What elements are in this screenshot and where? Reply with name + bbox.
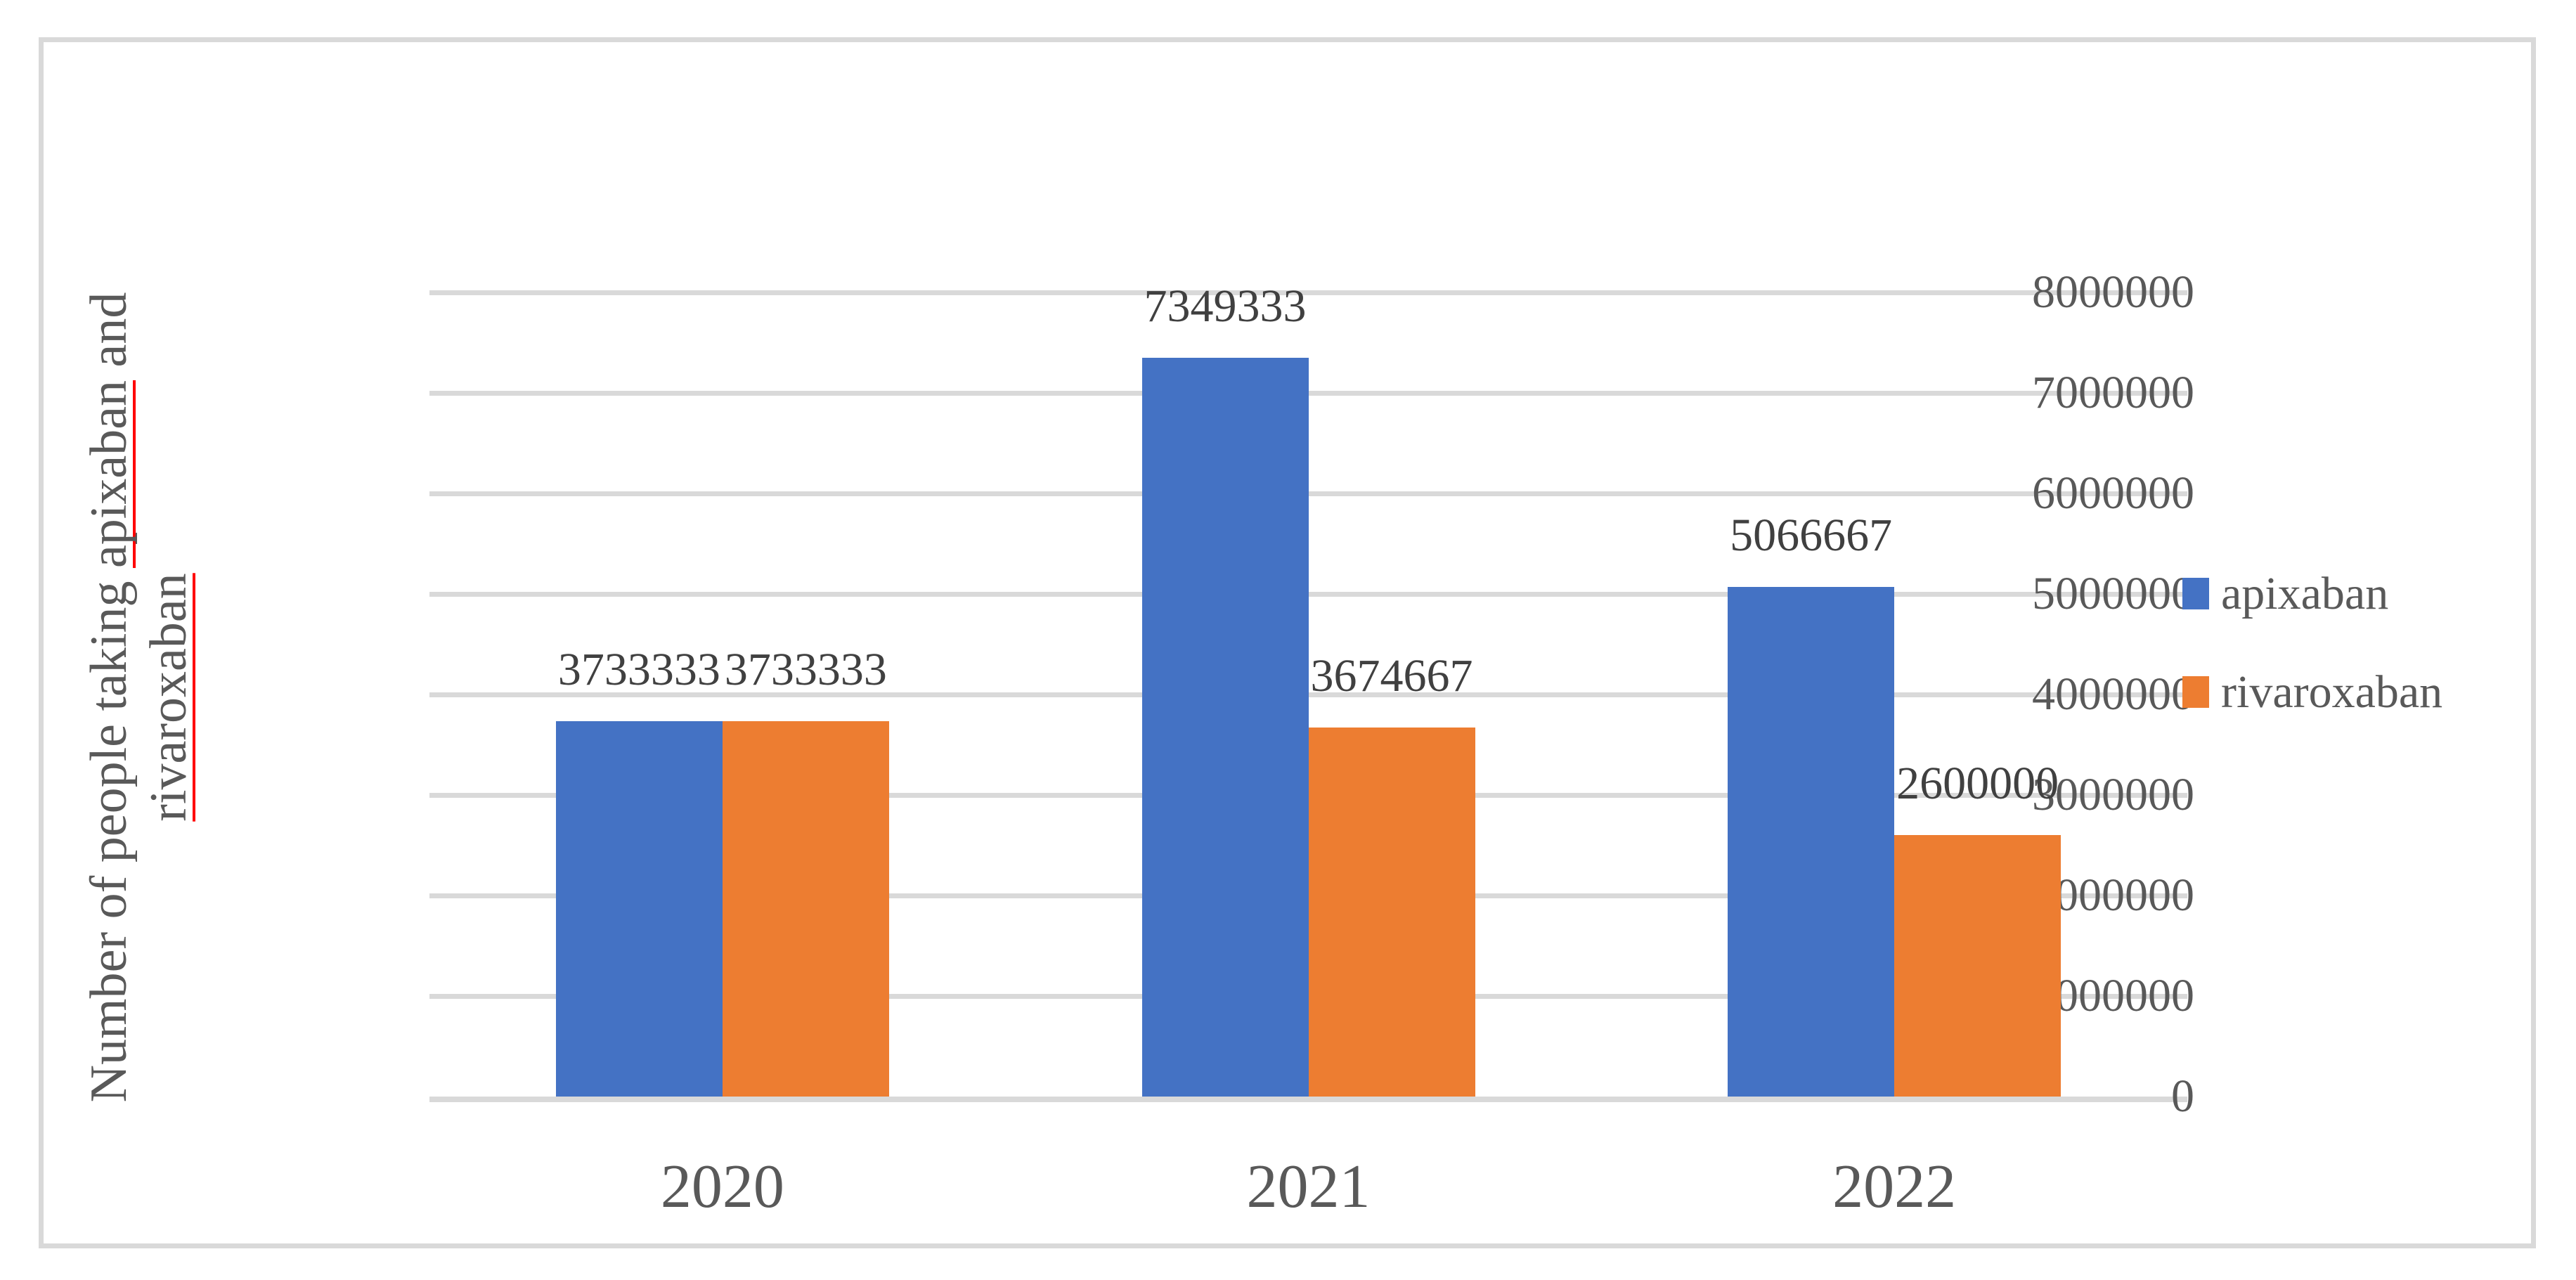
bar-apixaban-2022 — [1728, 587, 1895, 1097]
x-category-label-2021: 2021 — [1246, 1153, 1371, 1221]
bar-apixaban-2020 — [555, 721, 723, 1097]
data-label-apixaban-2022: 5066667 — [1730, 510, 1893, 562]
y-tick-label-8000000: 8000000 — [2032, 266, 2194, 318]
y-tick-label-4000000: 4000000 — [2032, 668, 2194, 720]
y-axis-title-line2: rivaroxaban — [139, 292, 199, 1103]
y-tick-label-5000000: 5000000 — [2032, 568, 2194, 619]
bar-apixaban-2021 — [1141, 358, 1309, 1097]
gridline-4000000 — [429, 692, 2187, 697]
x-category-label-2020: 2020 — [660, 1153, 784, 1221]
bar-rivaroxaban-2021 — [1308, 727, 1475, 1097]
data-label-apixaban-2020: 3733333 — [557, 644, 720, 696]
data-label-rivaroxaban-2021: 3674667 — [1310, 649, 1473, 702]
gridline-8000000 — [429, 290, 2187, 295]
legend-label-rivaroxaban: rivaroxaban — [2221, 666, 2443, 718]
data-label-rivaroxaban-2022: 2600000 — [1896, 758, 2059, 810]
data-label-rivaroxaban-2020: 3733333 — [724, 644, 887, 696]
y-tick-label-6000000: 6000000 — [2032, 467, 2194, 519]
gridline-6000000 — [429, 491, 2187, 496]
y-axis-title-line1: Number of people taking apixaban and — [79, 292, 139, 1103]
x-category-label-2022: 2022 — [1832, 1153, 1957, 1221]
y-axis-title-text-suffix: and — [80, 292, 138, 380]
x-axis-line — [429, 1097, 2187, 1102]
misspelled-word-apixaban: apixaban — [80, 380, 138, 569]
bar-rivaroxaban-2020 — [722, 721, 889, 1097]
legend-key-rivaroxaban — [2182, 676, 2209, 708]
data-label-apixaban-2021: 7349333 — [1144, 280, 1307, 332]
legend-key-apixaban — [2182, 578, 2209, 609]
y-axis-title: Number of people taking apixaban and riv… — [79, 292, 199, 1103]
bar-rivaroxaban-2022 — [1894, 835, 2062, 1097]
figure-border — [39, 37, 2536, 1248]
y-axis-title-text: Number of people taking — [80, 568, 138, 1103]
gridline-5000000 — [429, 592, 2187, 597]
y-tick-label-7000000: 7000000 — [2032, 367, 2194, 418]
y-tick-label-3000000: 3000000 — [2032, 769, 2194, 820]
y-tick-label-0: 0 — [2171, 1071, 2194, 1122]
misspelled-word-rivaroxaban: rivaroxaban — [140, 573, 198, 822]
gridline-7000000 — [429, 391, 2187, 396]
legend-label-apixaban: apixaban — [2221, 567, 2389, 619]
